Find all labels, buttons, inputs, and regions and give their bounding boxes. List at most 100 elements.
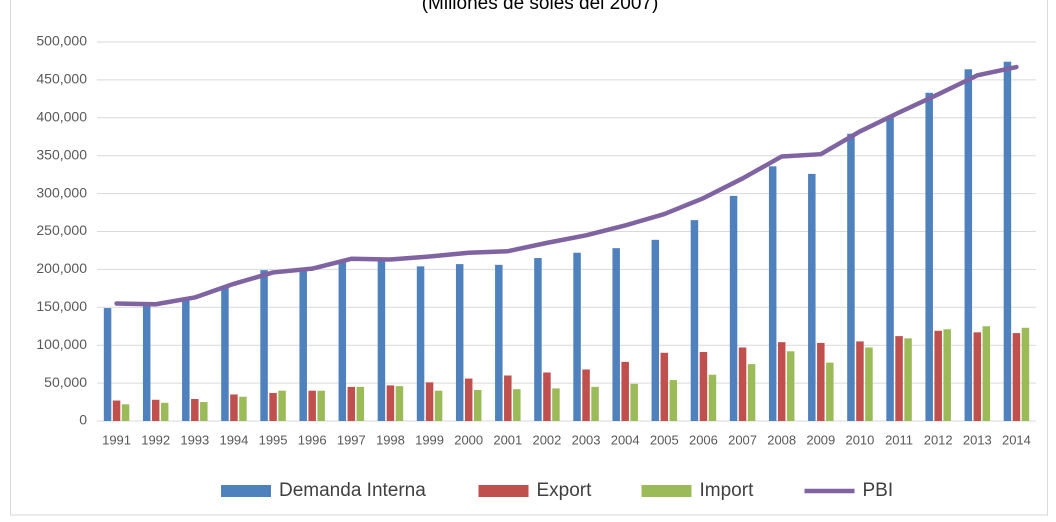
x-tick-label: 2003: [572, 432, 601, 447]
bar: [777, 342, 786, 421]
bar: [847, 133, 855, 421]
bar: [317, 390, 325, 421]
bar: [621, 361, 629, 421]
bar: [534, 258, 542, 421]
x-tick-label: 1993: [180, 432, 209, 447]
bar: [308, 390, 316, 421]
bar: [495, 264, 503, 421]
bar: [738, 347, 747, 421]
y-tick-label: 300,000: [36, 184, 87, 200]
bar: [865, 347, 873, 421]
x-tick-label: 1992: [141, 432, 170, 447]
bar: [103, 308, 112, 421]
bar: [729, 195, 738, 421]
bar: [982, 326, 991, 421]
bar: [513, 389, 521, 421]
bar: [573, 252, 581, 421]
bar: [582, 369, 590, 421]
legend-swatch: [641, 485, 692, 497]
x-tick-label: 1997: [337, 432, 366, 447]
bar: [768, 166, 777, 421]
chart-subtitle: (Millones de soles del 2007): [422, 0, 659, 14]
bar: [221, 286, 229, 421]
legend-label: Import: [700, 480, 755, 501]
bar: [886, 117, 894, 422]
x-tick-label: 2010: [845, 432, 874, 447]
x-tick-label: 2006: [689, 432, 718, 447]
bar: [464, 378, 473, 421]
bar: [230, 394, 238, 421]
bar: [747, 364, 756, 421]
bar: [386, 385, 395, 421]
bar: [630, 383, 638, 421]
y-tick-label: 400,000: [36, 109, 87, 125]
y-tick-label: 500,000: [36, 33, 87, 49]
x-tick-label: 1994: [219, 432, 248, 447]
x-tick-label: 2009: [806, 432, 835, 447]
y-tick-label: 200,000: [36, 260, 87, 276]
bar: [455, 264, 464, 421]
legend-swatch: [221, 485, 271, 497]
bar: [121, 404, 130, 421]
bar: [1003, 61, 1012, 421]
x-tick-label: 1998: [376, 432, 405, 447]
line: [114, 64, 1019, 307]
bar: [826, 362, 834, 421]
bar: [182, 298, 190, 421]
bar: [299, 268, 307, 421]
y-tick-label: 0: [79, 412, 87, 428]
bar: [278, 390, 286, 421]
bar: [856, 341, 864, 421]
bar: [904, 338, 912, 421]
bar: [347, 386, 356, 421]
bar: [925, 92, 933, 421]
bar: [260, 270, 268, 421]
bar: [356, 386, 365, 421]
bar: [416, 266, 425, 421]
x-tick-label: 2013: [963, 432, 992, 447]
x-tick-label: 2004: [611, 432, 640, 447]
bar: [112, 400, 121, 421]
x-tick-label: 2000: [454, 432, 483, 447]
y-tick-label: 450,000: [36, 71, 87, 87]
bar: [817, 342, 825, 421]
x-tick-label: 1996: [298, 432, 327, 447]
x-tick-label: 2001: [493, 432, 522, 447]
legend-label: Export: [537, 480, 593, 501]
x-tick-label: 2014: [1002, 432, 1031, 447]
bar: [142, 305, 151, 421]
bar: [473, 389, 482, 421]
bar: [425, 382, 434, 421]
legend-swatch: [478, 485, 529, 497]
bar: [973, 332, 982, 421]
bar: [895, 336, 903, 421]
x-tick-label: 1995: [259, 432, 288, 447]
bar: [200, 402, 208, 421]
bar: [651, 239, 660, 421]
y-tick-label: 250,000: [36, 222, 87, 238]
legend-label: Demanda Interna: [279, 480, 426, 501]
bar: [612, 248, 620, 421]
bar: [552, 388, 560, 421]
bar: [699, 352, 708, 421]
x-tick-label: 1999: [415, 432, 444, 447]
x-tick-label: 2005: [650, 432, 679, 447]
bar: [434, 390, 443, 421]
x-tick-label: 2002: [532, 432, 561, 447]
bar: [1012, 333, 1021, 421]
x-tick-label: 1991: [102, 432, 131, 447]
bar: [269, 392, 277, 421]
bar: [708, 374, 717, 421]
bar: [160, 402, 169, 421]
legend-label: PBI: [863, 480, 894, 501]
bar: [191, 399, 199, 421]
bar: [964, 69, 973, 422]
bar: [943, 329, 951, 421]
x-tick-label: 2012: [924, 432, 953, 447]
bar: [660, 352, 669, 421]
bar: [669, 380, 678, 421]
bar: [151, 399, 160, 421]
bar: [1021, 327, 1030, 421]
y-tick-label: 350,000: [36, 146, 87, 162]
bar: [239, 396, 247, 421]
